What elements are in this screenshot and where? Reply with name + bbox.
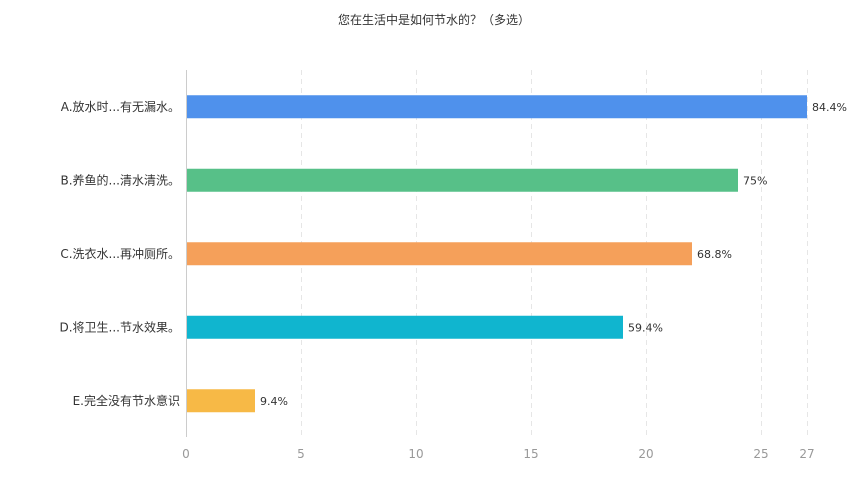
data-label: 75% (743, 174, 767, 187)
category-label: C.洗衣水...再冲厕所。 (60, 246, 180, 261)
bar (187, 315, 623, 339)
data-label: 84.4% (812, 101, 847, 114)
category-labels: A.放水时...有无漏水。 B.养鱼的...清水清洗。 C.洗衣水...再冲厕所。 D… (60, 99, 181, 408)
bar (187, 95, 807, 119)
bar (187, 389, 255, 413)
x-tick-label: 5 (297, 447, 305, 461)
chart-title: 您在生活中是如何节水的？（多选） (338, 12, 530, 27)
data-label: 9.4% (260, 395, 288, 408)
bar (187, 242, 692, 266)
x-tick-label: 20 (638, 447, 653, 461)
bar (187, 168, 738, 192)
category-label: E.完全没有节水意识 (73, 393, 180, 408)
category-label: A.放水时...有无漏水。 (61, 99, 180, 114)
x-tick-label: 25 (753, 447, 768, 461)
x-tick-label: 0 (182, 447, 190, 461)
data-label: 59.4% (628, 321, 663, 334)
x-axis-ticks: 0 5 10 15 20 25 27 (182, 447, 814, 461)
x-tick-label: 15 (523, 447, 538, 461)
x-tick-label: 27 (799, 447, 814, 461)
x-tick-label: 10 (408, 447, 423, 461)
category-label: D.将卫生...节水效果。 (60, 319, 181, 334)
data-label: 68.8% (697, 248, 732, 261)
bars: 84.4% 75% 68.8% 59.4% 9.4% (187, 95, 847, 413)
category-label: B.养鱼的...清水清洗。 (61, 172, 181, 187)
